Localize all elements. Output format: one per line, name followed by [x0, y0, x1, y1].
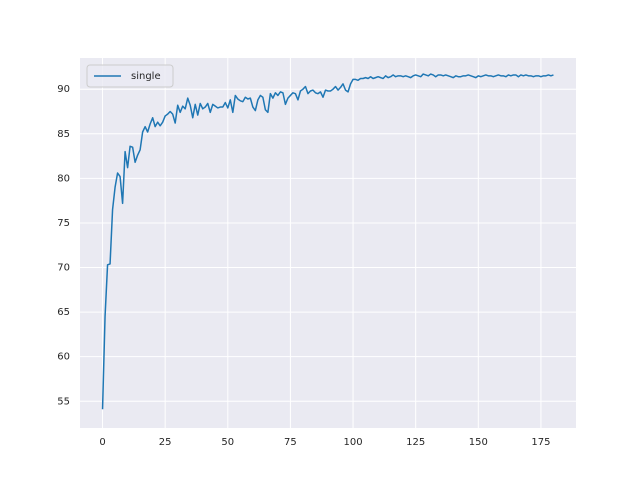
y-tick-label: 90	[57, 84, 70, 95]
plot-area	[80, 58, 576, 428]
y-tick-label: 60	[57, 352, 70, 363]
y-tick-label: 55	[57, 396, 70, 407]
x-tick-label: 150	[469, 437, 488, 448]
series-line	[101, 73, 554, 410]
x-tick-label: 50	[221, 437, 234, 448]
y-tick-label: 80	[57, 173, 70, 184]
x-tick-label: 0	[99, 437, 105, 448]
x-tick-label: 75	[284, 437, 297, 448]
legend-label: single	[131, 71, 161, 82]
legend-box	[86, 64, 174, 88]
x-tick-label: 125	[406, 437, 425, 448]
x-tick-label: 100	[344, 437, 363, 448]
y-tick-label: 70	[57, 263, 70, 274]
y-tick-label: 65	[57, 307, 70, 318]
y-tick-label: 75	[57, 218, 70, 229]
x-tick-label: 175	[531, 437, 550, 448]
y-tick-label: 85	[57, 129, 70, 140]
x-tick-label: 25	[159, 437, 172, 448]
